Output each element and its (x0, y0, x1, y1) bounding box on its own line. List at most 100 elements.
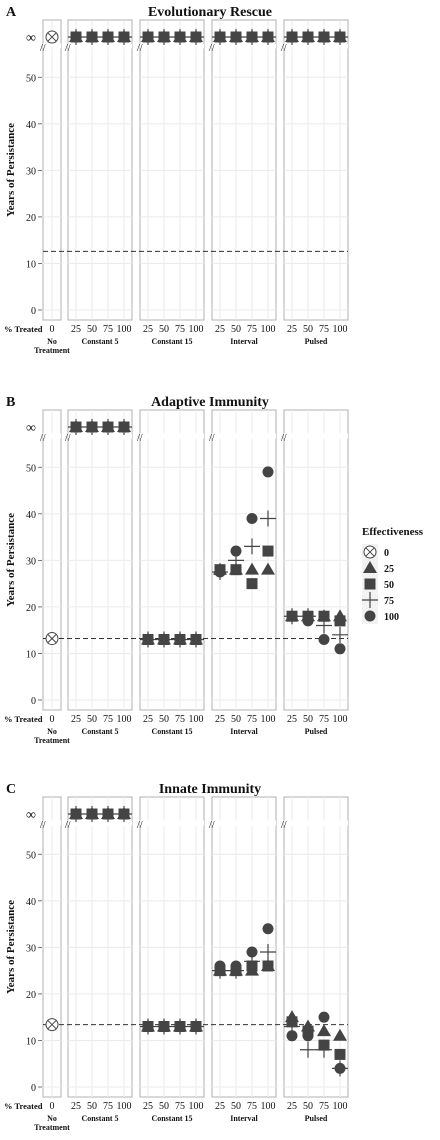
marker-circle (190, 31, 202, 43)
axis-break-mark: // (137, 43, 143, 54)
x-tick-label: 50 (159, 1101, 169, 1112)
marker-crossed-circle (45, 30, 59, 44)
group-label: Pulsed (305, 1114, 328, 1123)
x-tick-label: 25 (215, 324, 225, 335)
marker-square (230, 564, 242, 576)
marker-circle (262, 923, 274, 935)
y-tick-label: 30 (26, 556, 36, 567)
marker-plus (316, 1041, 332, 1058)
marker-circle (246, 31, 258, 43)
legend-entry-label: 0 (384, 548, 389, 559)
panel-label-C: C (6, 782, 16, 797)
x-tick-label: 25 (287, 324, 297, 335)
marker-circle (118, 808, 130, 820)
marker-circle (86, 31, 98, 43)
marker-triangle (261, 562, 275, 575)
marker-circle (262, 31, 274, 43)
x-tick-label: 100 (117, 1101, 132, 1112)
x-tick-label: 50 (87, 1101, 97, 1112)
x-tick-label: 75 (103, 324, 113, 335)
group-label: Constant 15 (151, 337, 192, 346)
marker-plus (332, 626, 348, 643)
marker-plus (316, 617, 332, 634)
group-label: Constant 5 (81, 727, 118, 736)
y-tick-label: 0 (31, 1083, 36, 1094)
group-label: Interval (230, 337, 258, 346)
x-tick-label: 75 (175, 1101, 185, 1112)
legend-entry-label: 50 (384, 580, 394, 591)
marker-circle (190, 633, 202, 645)
panel-title: Innate Immunity (159, 782, 261, 797)
group-label-treatment: Treatment (34, 346, 70, 355)
y-tick-label: 40 (26, 120, 36, 131)
x-tick-label: 100 (261, 324, 276, 335)
group-label-no: No (47, 337, 57, 346)
y-axis-label: Years of Persistance (5, 513, 17, 607)
marker-crossed-circle (363, 545, 377, 559)
axis-break-mark: // (209, 43, 215, 54)
x-tick-label: 25 (287, 714, 297, 725)
marker-circle (158, 31, 170, 43)
x-tick-label: 75 (247, 1101, 257, 1112)
x-tick-label: 50 (87, 324, 97, 335)
x-tick-label: 0 (50, 1101, 55, 1112)
x-tick-label: 25 (287, 1101, 297, 1112)
marker-circle (118, 421, 130, 433)
y-tick-label: 20 (26, 990, 36, 1001)
y-axis-label: Years of Persistance (5, 900, 17, 994)
x-tick-label: 75 (103, 714, 113, 725)
marker-plus (362, 592, 378, 608)
marker-circle (286, 610, 298, 622)
marker-circle (302, 615, 314, 627)
marker-circle (158, 1020, 170, 1032)
y-tick-infinity: ∞ (26, 31, 36, 46)
y-tick-label: 10 (26, 1036, 36, 1047)
x-tick-label: 50 (231, 1101, 241, 1112)
x-tick-label: 50 (231, 714, 241, 725)
axis-break-mark: // (40, 820, 46, 831)
legend-entry-label: 25 (384, 564, 394, 575)
x-tick-label: 100 (333, 1101, 348, 1112)
axis-break-mark: // (209, 820, 215, 831)
y-tick-label: 10 (26, 649, 36, 660)
x-tick-label: 75 (319, 714, 329, 725)
x-tick-label: 25 (71, 1101, 81, 1112)
x-tick-label: 75 (175, 714, 185, 725)
x-tick-label: 100 (117, 714, 132, 725)
axis-break-mark: // (40, 43, 46, 54)
y-tick-label: 50 (26, 850, 36, 861)
x-tick-label: 100 (189, 714, 204, 725)
marker-circle (230, 31, 242, 43)
marker-circle (230, 960, 242, 972)
x-tick-label: 75 (247, 324, 257, 335)
y-tick-label: 30 (26, 943, 36, 954)
marker-circle (174, 633, 186, 645)
group-label: Interval (230, 1114, 258, 1123)
marker-circle (142, 633, 154, 645)
group-label: Constant 15 (151, 727, 192, 736)
x-tick-label: 50 (159, 324, 169, 335)
marker-circle (262, 466, 274, 478)
group-label-treatment: Treatment (34, 1123, 70, 1132)
x-tick-label: 100 (261, 714, 276, 725)
panel-label-B: B (6, 395, 15, 410)
group-label: Pulsed (305, 727, 328, 736)
marker-plus (260, 944, 276, 961)
x-tick-label: 50 (87, 714, 97, 725)
marker-circle (334, 1062, 346, 1074)
marker-circle (214, 566, 226, 578)
legend-title: Effectiveness (362, 526, 424, 538)
marker-circle (214, 960, 226, 972)
marker-plus (260, 510, 276, 527)
y-tick-infinity: ∞ (26, 808, 36, 823)
marker-circle (214, 31, 226, 43)
marker-circle (302, 1030, 314, 1042)
marker-triangle (317, 1024, 331, 1037)
marker-circle (302, 31, 314, 43)
x-tick-label: 100 (189, 324, 204, 335)
marker-crossed-circle (45, 632, 59, 646)
marker-circle (174, 31, 186, 43)
x-tick-label: 50 (303, 324, 313, 335)
x-row-label: % Treated (4, 1101, 43, 1111)
axis-break-mark: // (65, 820, 71, 831)
